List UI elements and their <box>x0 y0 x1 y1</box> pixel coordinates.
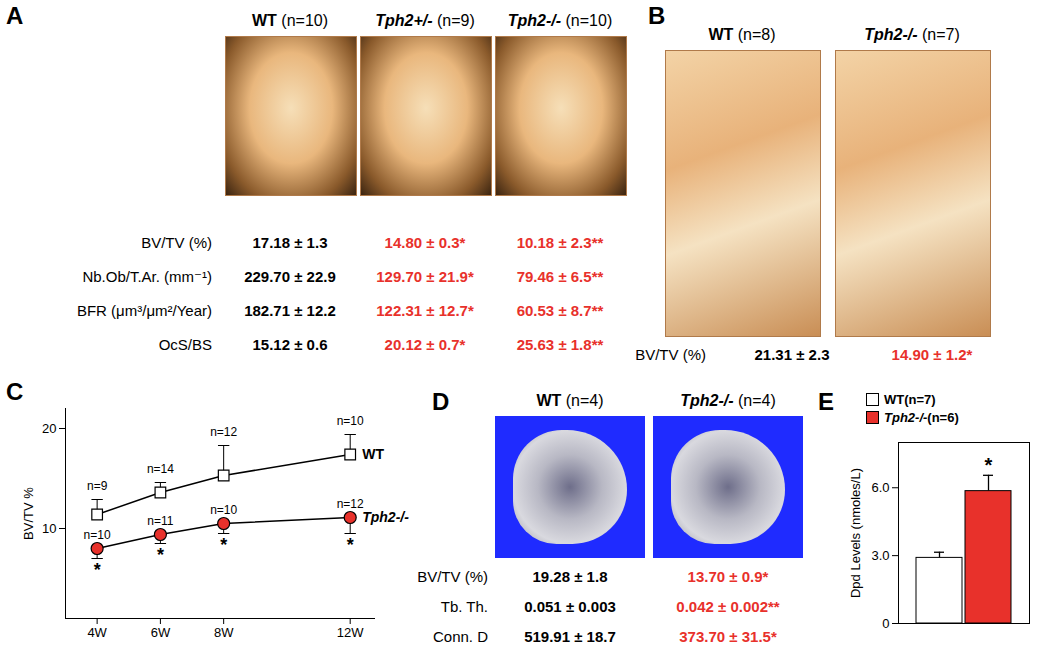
html-text:519.91 ± 18.7: 519.91 ± 18.7 <box>524 628 616 645</box>
html-text:WT (n=7): WT (n=7) <box>884 392 936 407</box>
svg-text:8W: 8W <box>214 625 234 640</box>
html-text:373.70 ± 31.5*: 373.70 ± 31.5* <box>679 628 777 645</box>
html-text:E: E <box>818 388 834 415</box>
svg-text:WT: WT <box>362 446 384 462</box>
svg-text:BV/TV %: BV/TV % <box>21 487 36 540</box>
svg-text:4W: 4W <box>87 625 107 640</box>
svg-text:n=11: n=11 <box>147 514 173 528</box>
svg-text:*: * <box>347 535 354 555</box>
svg-text:3.0: 3.0 <box>871 548 889 563</box>
svg-text:6W: 6W <box>151 625 171 640</box>
html-text:Tph2-/- (n=6): Tph2-/- (n=6) <box>884 410 959 425</box>
html-text:A: A <box>6 2 24 29</box>
html-text:14.80 ± 0.3*: 14.80 ± 0.3* <box>384 234 466 251</box>
html-text:229.70 ± 22.9: 229.70 ± 22.9 <box>244 268 336 285</box>
svg-text:*: * <box>157 545 164 565</box>
svg-text:10: 10 <box>42 521 56 536</box>
html-text:OcS/BS: OcS/BS <box>158 336 212 353</box>
html-text:WT (n=10): WT (n=10) <box>252 12 328 29</box>
html-text:Tph2+/- (n=9): Tph2+/- (n=9) <box>375 12 475 29</box>
html-text:BV/TV (%): BV/TV (%) <box>417 568 488 585</box>
svg-text:n=12: n=12 <box>210 425 237 439</box>
html-text:13.70 ± 0.9*: 13.70 ± 0.9* <box>687 568 769 585</box>
html-text:129.70 ± 21.9*: 129.70 ± 21.9* <box>376 268 474 285</box>
html-text:25.63 ± 1.8**: 25.63 ± 1.8** <box>516 336 604 353</box>
html-text:BV/TV (%): BV/TV (%) <box>141 234 212 251</box>
svg-text:*: * <box>985 454 993 476</box>
html-text:Tph2-/- (n=4): Tph2-/- (n=4) <box>680 392 776 409</box>
html-text:79.46 ± 6.5**: 79.46 ± 6.5** <box>516 268 604 285</box>
html-text:Conn. D: Conn. D <box>433 628 488 645</box>
svg-text:n=10: n=10 <box>84 528 111 542</box>
html-text:10.18 ± 2.3**: 10.18 ± 2.3** <box>516 234 604 251</box>
svg-text:n=9: n=9 <box>87 479 108 493</box>
html-text:19.28 ± 1.8: 19.28 ± 1.8 <box>532 568 608 585</box>
html-text:C: C <box>6 378 24 405</box>
svg-text:n=10: n=10 <box>210 503 237 517</box>
html-text:B: B <box>648 2 666 29</box>
svg-text:Tph2-/-: Tph2-/- <box>362 509 409 525</box>
svg-text:*: * <box>94 560 101 580</box>
svg-text:0: 0 <box>882 616 889 631</box>
html-text:D: D <box>432 388 450 415</box>
html-text:60.53 ± 8.7**: 60.53 ± 8.7** <box>516 302 604 319</box>
html-text:Tph2-/- (n=10): Tph2-/- (n=10) <box>507 12 613 29</box>
html-text:20.12 ± 0.7*: 20.12 ± 0.7* <box>384 336 466 353</box>
html-text:0.051 ± 0.003: 0.051 ± 0.003 <box>524 598 616 615</box>
html-text:WT (n=8): WT (n=8) <box>708 26 776 43</box>
svg-text:*: * <box>220 535 227 555</box>
svg-text:12W: 12W <box>337 625 364 640</box>
svg-text:Dpd Levels (nmoles/L): Dpd Levels (nmoles/L) <box>848 468 863 598</box>
html-text:BFR (μm³/μm²/Year): BFR (μm³/μm²/Year) <box>76 302 212 319</box>
svg-text:n=14: n=14 <box>147 462 174 476</box>
html-text:15.12 ± 0.6: 15.12 ± 0.6 <box>252 336 328 353</box>
html-text:122.31 ± 12.7*: 122.31 ± 12.7* <box>376 302 474 319</box>
html-text:21.31 ± 2.3: 21.31 ± 2.3 <box>754 346 830 363</box>
html-text:Tph2-/- (n=7): Tph2-/- (n=7) <box>864 26 960 43</box>
html-text:BV/TV (%): BV/TV (%) <box>635 346 706 363</box>
svg-text:n=10: n=10 <box>337 414 364 428</box>
html-text:14.90 ± 1.2*: 14.90 ± 1.2* <box>891 346 973 363</box>
html-text:Nb.Ob/T.Ar. (mm⁻¹): Nb.Ob/T.Ar. (mm⁻¹) <box>82 268 212 285</box>
html-text:WT (n=4): WT (n=4) <box>536 392 604 409</box>
html-text:0.042 ± 0.002**: 0.042 ± 0.002** <box>676 598 780 615</box>
html-text:17.18 ± 1.3: 17.18 ± 1.3 <box>252 234 328 251</box>
svg-text:20: 20 <box>42 421 56 436</box>
svg-text:6.0: 6.0 <box>871 480 889 495</box>
svg-text:n=12: n=12 <box>337 497 364 511</box>
html-text:Tb. Th.: Tb. Th. <box>440 598 488 615</box>
html-text:182.71 ± 12.2: 182.71 ± 12.2 <box>244 302 336 319</box>
